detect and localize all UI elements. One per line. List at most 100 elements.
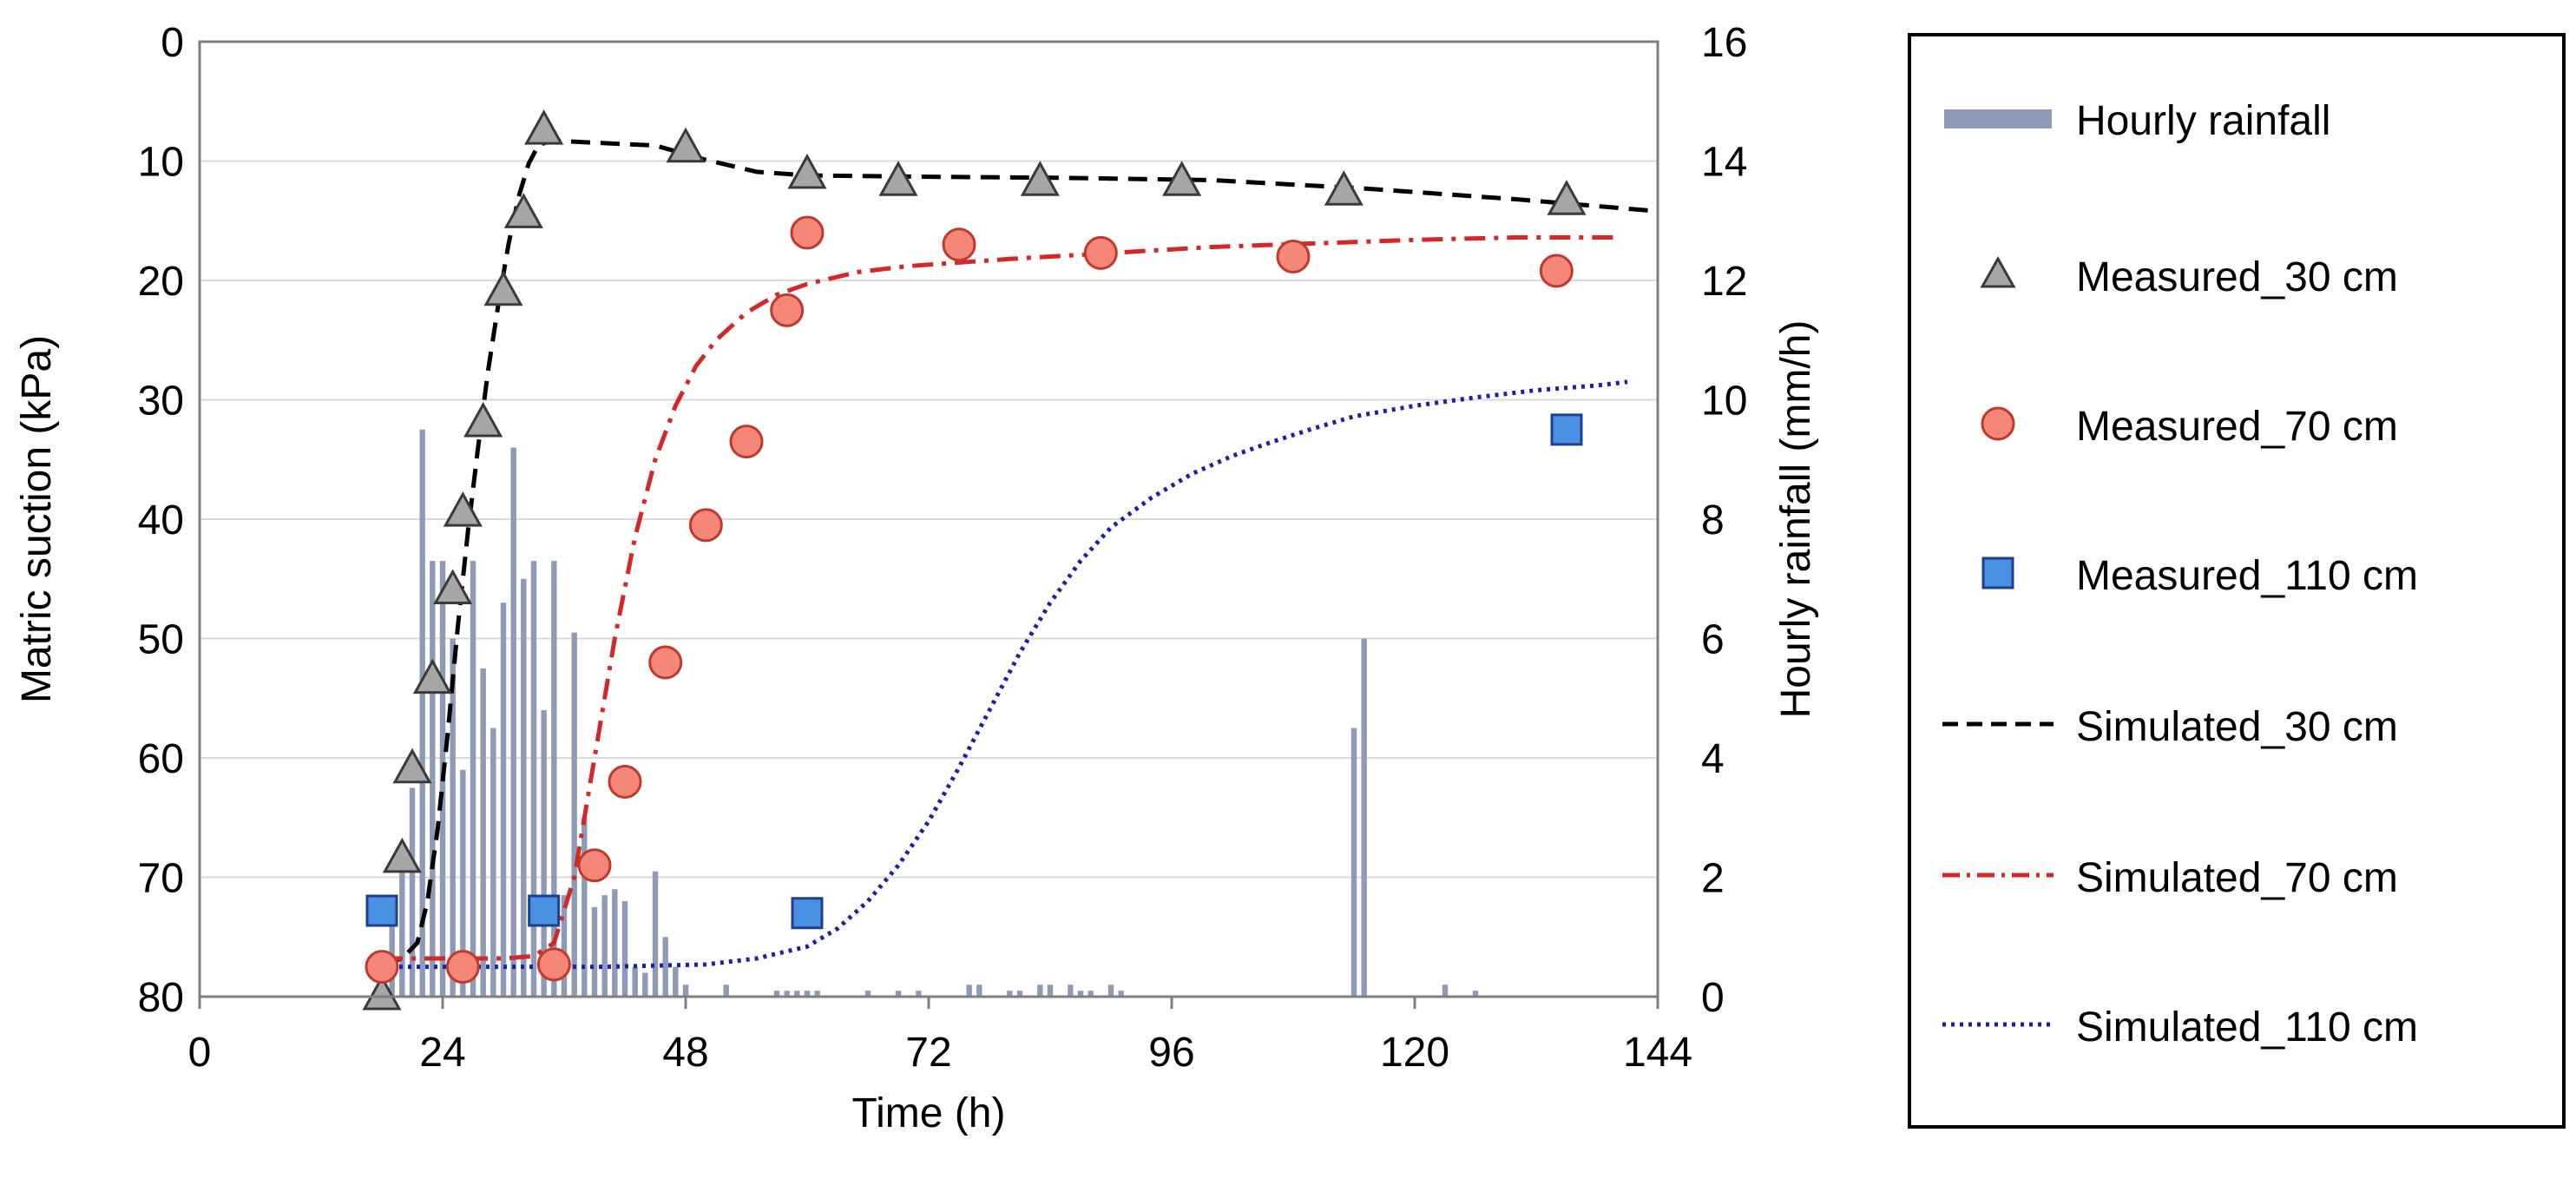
rainfall-bar: [773, 991, 780, 997]
rainfall-bar: [621, 901, 628, 997]
measured-70-point: [445, 950, 480, 985]
simulated-70-line: [382, 235, 1618, 961]
y-left-tick-label: 80: [138, 975, 184, 1021]
y-left-tick-label: 0: [161, 20, 184, 66]
measured-70-point: [648, 645, 683, 680]
legend-label: Hourly rainfall: [2076, 98, 2331, 144]
rainfall-bar: [591, 906, 598, 997]
measured-70-point: [536, 947, 571, 982]
rainfall-bar: [1047, 985, 1054, 997]
rainfall-bar: [409, 787, 416, 997]
triangle-marker-icon: [1980, 255, 2016, 288]
measured-30-point: [1162, 161, 1202, 196]
legend-label: Measured_110 cm: [2076, 553, 2418, 599]
legend: Hourly rainfall Measured_30 cm Measured_…: [1908, 33, 2566, 1129]
rainfall-bar: [571, 632, 577, 997]
rainfall-bar: [1442, 985, 1449, 997]
legend-rainfall-swatch: [1944, 109, 2052, 128]
x-tick-label: 0: [188, 1030, 212, 1076]
rainfall-bar: [916, 991, 922, 997]
measured-30-point: [443, 491, 483, 527]
measured-30-point: [412, 658, 452, 695]
rainfall-bars: [378, 429, 1479, 997]
measured-70-point: [942, 227, 976, 262]
measured-30-point: [483, 270, 523, 306]
x-tick-label: 96: [1148, 1030, 1194, 1076]
simulated-110-line: [382, 379, 1628, 970]
rainfall-bar: [419, 429, 425, 997]
rainfall-bar: [1118, 991, 1124, 997]
y-right-tick-label: 6: [1701, 617, 1725, 663]
rainfall-bar: [814, 991, 820, 997]
y-right-tick-label: 0: [1701, 975, 1725, 1021]
rainfall-bar: [673, 966, 679, 997]
measured-110-point: [528, 894, 561, 927]
measured-110-point: [1550, 413, 1583, 446]
measured-30-point: [503, 193, 543, 228]
y-left-tick-label: 50: [138, 617, 184, 663]
x-tick-label: 72: [905, 1030, 951, 1076]
legend-label: Measured_30 cm: [2076, 254, 2398, 300]
x-tick-label: 120: [1380, 1030, 1449, 1076]
rainfall-bar: [784, 991, 790, 997]
circle-marker-icon: [1981, 406, 2015, 441]
rainfall-bar: [976, 985, 982, 997]
rainfall-bar: [864, 991, 871, 997]
measured-30-point: [463, 401, 503, 438]
measured-110-point: [365, 894, 398, 927]
y-left-tick-label: 40: [138, 497, 184, 543]
legend-label: Measured_70 cm: [2076, 404, 2398, 450]
rainfall-bar: [1077, 991, 1084, 997]
rainfall-bar: [723, 985, 729, 997]
measured-30-point: [878, 161, 918, 196]
measured-30-point: [392, 747, 432, 784]
legend-label: Simulated_70 cm: [2076, 855, 2398, 901]
y-axis-right-label: Hourly rainfall (mm/h): [1773, 320, 1819, 719]
rainfall-bar: [480, 668, 486, 997]
rainfall-bar: [530, 561, 537, 997]
rainfall-bar: [510, 447, 516, 997]
y-right-tick-label: 4: [1701, 736, 1725, 782]
legend-label: Simulated_110 cm: [2076, 1004, 2418, 1050]
measured-70-point: [790, 215, 825, 250]
y-left-tick-label: 20: [138, 259, 184, 305]
rainfall-bar: [521, 578, 527, 997]
rainfall-bar: [470, 561, 476, 997]
rainfall-bar: [1088, 991, 1094, 997]
y-right-tick-label: 16: [1701, 20, 1747, 66]
measured-30-point: [433, 569, 473, 604]
simulated-30-line: [381, 138, 1659, 967]
rainfall-bar: [1016, 991, 1023, 997]
measured-30-point: [1324, 170, 1364, 206]
rainfall-bar: [1068, 985, 1074, 997]
y-left-tick-label: 60: [138, 736, 184, 782]
rainfall-bar: [460, 769, 466, 997]
y-left-tick-label: 30: [138, 379, 184, 425]
rainfall-bar: [632, 966, 638, 997]
x-tick-label: 48: [662, 1030, 708, 1076]
rainfall-bar: [1037, 985, 1043, 997]
rainfall-bar: [612, 889, 618, 997]
measured-30-point: [524, 109, 564, 145]
rainfall-bar: [551, 561, 557, 997]
square-marker-icon: [1981, 556, 2014, 589]
measured-70-point: [770, 293, 805, 327]
legend-item-measured-30: Measured_30 cm: [1911, 240, 2562, 309]
rainfall-bar: [662, 937, 668, 997]
dotted-line-icon: [1942, 1022, 2054, 1027]
legend-item-simulated-70: Simulated_70 cm: [1911, 840, 2562, 910]
rainfall-bar: [1472, 991, 1479, 997]
legend-label: Simulated_30 cm: [2076, 704, 2398, 750]
y-right-tick-label: 10: [1701, 379, 1747, 425]
rainfall-bar: [966, 985, 972, 997]
legend-item-simulated-110: Simulated_110 cm: [1911, 990, 2562, 1059]
legend-item-simulated-30: Simulated_30 cm: [1911, 689, 2562, 759]
dashdot-line-icon: [1942, 873, 2054, 878]
y-right-tick-label: 2: [1701, 856, 1725, 902]
measured-70-point: [1276, 240, 1311, 273]
x-tick-label: 144: [1623, 1030, 1692, 1076]
measured-30-point: [362, 974, 402, 1011]
rainfall-bar: [582, 817, 588, 997]
measured-70-point: [688, 508, 723, 543]
